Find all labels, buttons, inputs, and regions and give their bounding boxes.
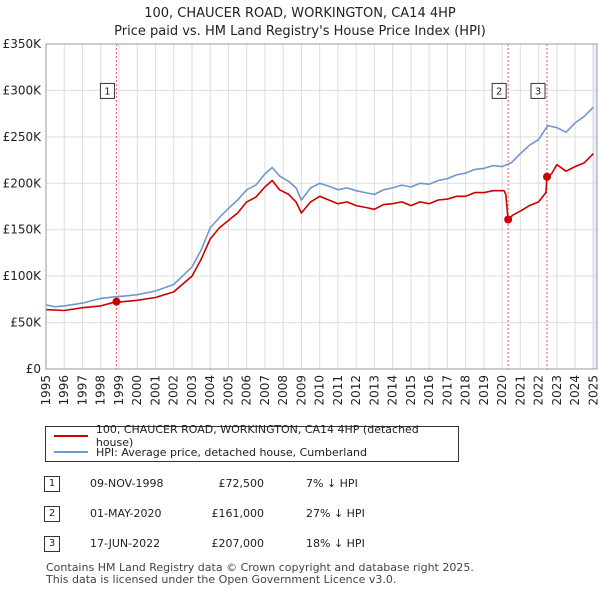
y-tick-label: £200K — [3, 176, 43, 190]
y-tick-label: £350K — [3, 37, 43, 51]
y-tick-label: £0 — [26, 362, 41, 376]
legend-swatch-hpi — [54, 451, 88, 453]
footer-licence: This data is licensed under the Open Gov… — [46, 573, 397, 586]
price-paid-line — [45, 153, 594, 312]
legend-label-price: 100, CHAUCER ROAD, WORKINGTON, CA14 4HP … — [95, 423, 419, 449]
sale-marker-label: 3 — [535, 86, 541, 97]
x-tick-label: 2014 — [386, 375, 400, 406]
x-tick-label: 2011 — [331, 375, 345, 406]
sale-marker-box — [491, 82, 507, 99]
sale-number: 2 — [44, 506, 60, 522]
sale-date: 09-NOV-1998 — [90, 477, 164, 490]
chart-title-line2: Price paid vs. HM Land Registry's House … — [114, 24, 486, 39]
x-tick-label: 2010 — [313, 375, 327, 406]
footer-copyright: Contains HM Land Registry data © Crown c… — [46, 561, 474, 574]
sale-point — [504, 215, 513, 224]
y-tick-label: £150K — [3, 223, 43, 237]
sale-price: £161,000 — [211, 507, 265, 520]
y-tick-label: £100K — [3, 269, 43, 283]
x-tick-label: 2008 — [276, 375, 290, 406]
x-tick-label: 2024 — [568, 375, 582, 406]
sale-point — [543, 172, 552, 181]
price-chart: 1 2 3 £0 £50K £100K £150K £200K £250K £300K £350K… — [3, 37, 600, 406]
sale-marker-label: 1 — [104, 86, 110, 97]
chart-legend: 100, CHAUCER ROAD, WORKINGTON, CA14 4HP … — [45, 423, 459, 462]
x-tick-label: 2007 — [258, 375, 272, 406]
sale-date: 01-MAY-2020 — [90, 507, 162, 520]
y-tick-label: £300K — [3, 83, 43, 97]
sale-hpi-diff: 27% ↓ HPI — [306, 507, 365, 520]
x-tick-label: 2000 — [130, 375, 144, 406]
sale-date: 17-JUN-2022 — [90, 537, 161, 550]
sale-point — [112, 297, 121, 306]
sale-price: £207,000 — [211, 537, 265, 550]
sale-price: £72,500 — [218, 477, 265, 490]
hpi-line — [45, 106, 594, 308]
x-tick-label: 2019 — [477, 375, 491, 406]
x-tick-label: 1997 — [75, 375, 89, 406]
x-tick-label: 2003 — [185, 375, 199, 406]
y-tick-label: £250K — [3, 130, 43, 144]
legend-item-price: 100, CHAUCER ROAD, WORKINGTON, CA14 4HP … — [54, 423, 458, 449]
plot-frame — [45, 43, 598, 370]
x-tick-label: 2015 — [404, 375, 418, 406]
sale-marker-box — [99, 82, 115, 99]
x-tick-label: 2025 — [586, 375, 600, 406]
x-tick-label: 2022 — [532, 375, 546, 406]
future-shade — [591, 44, 597, 369]
x-tick-label: 2017 — [440, 375, 454, 406]
x-tick-label: 1999 — [112, 375, 126, 406]
x-tick-label: 2020 — [495, 375, 509, 406]
sale-hpi-diff: 7% ↓ HPI — [306, 477, 358, 490]
legend-item-hpi: HPI: Average price, detached house, Cumb… — [54, 444, 367, 460]
legend-label-hpi: HPI: Average price, detached house, Cumb… — [96, 445, 368, 459]
x-tick-label: 2009 — [294, 375, 308, 406]
sale-number: 1 — [44, 476, 60, 492]
sale-number: 3 — [44, 536, 60, 552]
x-tick-label: 2012 — [349, 375, 363, 406]
x-tick-label: 2002 — [167, 375, 181, 406]
legend-swatch-price — [54, 435, 88, 437]
chart-title-line1: 100, CHAUCER ROAD, WORKINGTON, CA14 4HP — [144, 6, 456, 21]
sale-hpi-diff: 18% ↓ HPI — [306, 537, 365, 550]
x-tick-label: 1996 — [57, 375, 71, 406]
x-tick-label: 2013 — [367, 375, 381, 406]
x-tick-label: 2006 — [240, 375, 254, 406]
x-tick-label: 2004 — [203, 375, 217, 406]
x-tick-label: 2018 — [459, 375, 473, 406]
sale-marker-label: 2 — [496, 86, 502, 97]
x-tick-label: 2021 — [513, 375, 527, 406]
x-tick-label: 2005 — [221, 375, 235, 406]
x-tick-label: 1998 — [94, 375, 108, 406]
x-tick-label: 2016 — [422, 375, 436, 406]
x-tick-label: 2001 — [148, 375, 162, 406]
x-tick-label: 1995 — [39, 375, 53, 406]
x-tick-label: 2023 — [550, 375, 564, 406]
y-tick-label: £50K — [10, 316, 42, 330]
sale-marker-box — [530, 82, 546, 99]
